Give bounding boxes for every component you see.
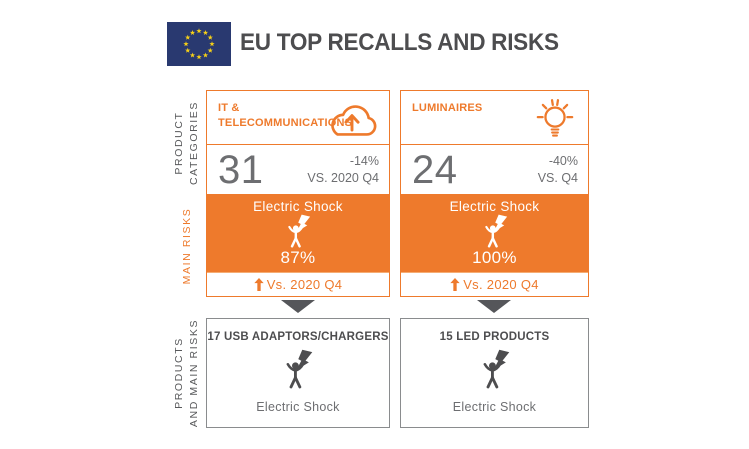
- lightbulb-icon: [536, 99, 574, 137]
- product-risk-label: Electric Shock: [256, 400, 340, 414]
- up-arrow-icon: [254, 278, 264, 292]
- category-card-header: IT & TELECOMMUNICATIONS: [207, 91, 389, 146]
- trend-label: Vs. 2020 Q4: [463, 277, 539, 293]
- electric-shock-icon: [482, 348, 511, 389]
- up-arrow-icon: [450, 278, 460, 292]
- product-card-usb-adaptors: 17 USB ADAPTORS/CHARGERS Electric Shock: [206, 318, 390, 428]
- main-risk-block: Electric Shock 100%: [401, 194, 588, 273]
- recall-change-vs: VS. 2020 Q4: [307, 171, 379, 186]
- category-card-header: LUMINAIRES: [401, 91, 588, 146]
- electric-shock-icon: [286, 348, 314, 389]
- category-title: LUMINAIRES: [412, 102, 483, 114]
- main-risk-block: Electric Shock 87%: [207, 194, 389, 273]
- product-risk-label: Electric Shock: [452, 400, 537, 414]
- trend-strip: Vs. 2020 Q4: [401, 272, 588, 297]
- sidebar-label-line: PRODUCT: [173, 111, 185, 175]
- sidebar-label-line: PRODUCTS: [173, 337, 185, 409]
- main-risk-label: Electric Shock: [449, 199, 540, 215]
- sidebar-label-products-main-risks: PRODUCTS AND MAIN RISKS: [172, 313, 202, 433]
- down-arrow-icon: [477, 300, 511, 313]
- recall-change: -14% VS. 2020 Q4: [307, 153, 379, 187]
- product-card-led-products: 15 LED PRODUCTS Electric Shock: [400, 318, 589, 428]
- recall-change-pct: -14%: [349, 154, 379, 169]
- trend-label: Vs. 2020 Q4: [266, 277, 343, 293]
- sidebar-label-line: AND MAIN RISKS: [188, 318, 201, 428]
- recall-change-vs: VS. Q4: [537, 171, 578, 186]
- main-risk-percent: 100%: [472, 248, 517, 268]
- cloud-upload-icon: [331, 105, 377, 136]
- category-card-luminaires: LUMINAIRES 24 -40% VS. Q4 Electric Shock…: [400, 90, 589, 297]
- main-risk-label: Electric Shock: [253, 199, 343, 215]
- recall-count: 31: [218, 148, 264, 193]
- category-title: IT & TELECOMMUNICATIONS: [218, 102, 353, 129]
- recall-count: 24: [412, 148, 458, 193]
- recall-change-pct: -40%: [548, 154, 578, 169]
- electric-shock-icon: [288, 214, 312, 248]
- page-title: EU TOP RECALLS AND RISKS: [240, 29, 559, 56]
- main-risk-percent: 87%: [280, 248, 316, 268]
- recall-count-row: 31 -14% VS. 2020 Q4: [207, 145, 389, 194]
- electric-shock-icon: [484, 214, 508, 248]
- recall-change: -40% VS. Q4: [538, 153, 578, 187]
- sidebar-label-product-categories: PRODUCT CATEGORIES: [172, 88, 202, 198]
- product-title: 15 LED PRODUCTS: [439, 331, 550, 343]
- product-title: 17 USB ADAPTORS/CHARGERS: [207, 331, 389, 343]
- sidebar-label-main-risks: MAIN RISKS: [181, 207, 193, 285]
- eu-flag-icon: [167, 22, 231, 66]
- category-card-it-telecom: IT & TELECOMMUNICATIONS 31 -14% VS. 2020…: [206, 90, 390, 297]
- down-arrow-icon: [281, 300, 315, 313]
- sidebar-label-line: CATEGORIES: [188, 100, 201, 186]
- recall-count-row: 24 -40% VS. Q4: [401, 145, 588, 194]
- trend-strip: Vs. 2020 Q4: [207, 272, 389, 297]
